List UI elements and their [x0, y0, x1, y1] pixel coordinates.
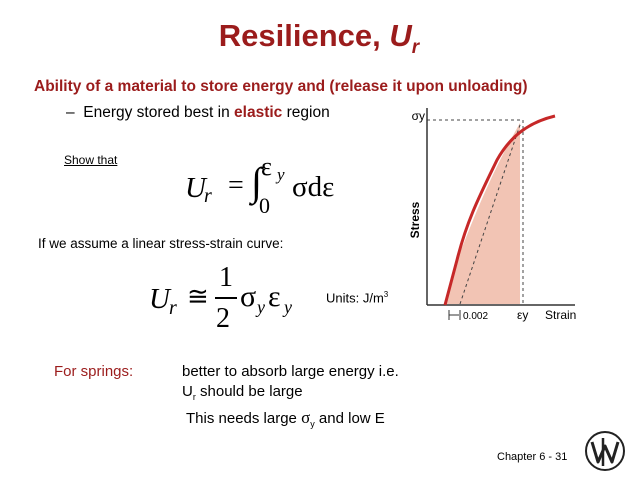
eq1-integral-sign: ∫: [251, 159, 262, 204]
stress-axis-label: Stress: [408, 201, 422, 238]
eq1-lhs-sub: r: [204, 185, 212, 207]
chapter-footer: Chapter 6 - 31: [497, 451, 568, 463]
eq2-numerator: 1: [219, 262, 233, 293]
eq2-lhs: U: [149, 283, 170, 315]
springs-line-3-sigma: σ: [301, 408, 311, 427]
bullet-point: – Energy stored best in elastic region: [66, 104, 330, 122]
strain-axis-label: Strain: [545, 308, 576, 322]
title-variable: U: [389, 18, 412, 53]
show-that-label: Show that: [64, 153, 118, 167]
eq2-sigma-sub: y: [257, 297, 265, 317]
eq2-epsilon-sub: y: [284, 297, 292, 317]
slide-subtitle: Ability of a material to store energy an…: [34, 78, 528, 95]
units-label: Units: J/m3: [326, 290, 388, 305]
bullet-highlight: elastic: [234, 104, 283, 121]
eq1-lhs: U: [185, 172, 206, 204]
wiley-logo-icon: [585, 431, 625, 471]
springs-line-2-text: should be large: [195, 383, 303, 400]
springs-line-2-var: U: [182, 383, 193, 400]
eq1-lower-limit: 0: [259, 193, 270, 218]
springs-line-2-sub: r: [192, 392, 196, 402]
slide-title: Resilience, Ur: [0, 18, 638, 59]
resilience-area: [445, 123, 520, 304]
epsilon-y-tick-label: εy: [517, 308, 528, 322]
stress-strain-figure: σy 0.002 εy Strain Stress: [408, 108, 576, 322]
eq2-epsilon: ε: [268, 280, 281, 313]
sigma-y-tick-label: σy: [412, 109, 425, 123]
units-text: Units: J/m: [326, 290, 384, 306]
eq1-equals: =: [228, 170, 244, 201]
eq1-upper-limit: ε: [261, 152, 272, 181]
springs-line-3-pre: This needs large: [186, 410, 302, 427]
eq2-approx: ≅: [187, 282, 209, 311]
title-text: Resilience,: [218, 18, 381, 53]
eq2-fraction-bar: [215, 297, 237, 299]
offset-label: 0.002: [463, 311, 488, 322]
eq2-lhs-sub: r: [169, 297, 177, 319]
springs-line-3-sub: y: [310, 419, 315, 429]
springs-line-2: Ur should be large: [182, 383, 303, 402]
title-subscript: r: [411, 37, 420, 59]
springs-label: For springs:: [54, 363, 134, 380]
eq2-denominator: 2: [216, 303, 230, 334]
bullet-text-pre: Energy stored best in: [83, 104, 230, 121]
springs-line-3: This needs large σy and low E: [186, 408, 385, 429]
eq2-sigma: σ: [240, 280, 257, 313]
eq1-integrand: σdε: [292, 171, 335, 203]
bullet-text-post: region: [286, 104, 330, 121]
springs-line-3-post: and low E: [314, 410, 385, 427]
eq1-upper-sub: y: [277, 165, 285, 184]
units-exponent: 3: [383, 290, 389, 299]
bullet-dash: –: [66, 104, 75, 121]
linear-assumption-text: If we assume a linear stress-strain curv…: [38, 236, 284, 251]
stress-strain-curve: [443, 114, 556, 306]
springs-line-1: better to absorb large energy i.e.: [182, 363, 399, 380]
offset-dashed-line: [459, 121, 522, 305]
